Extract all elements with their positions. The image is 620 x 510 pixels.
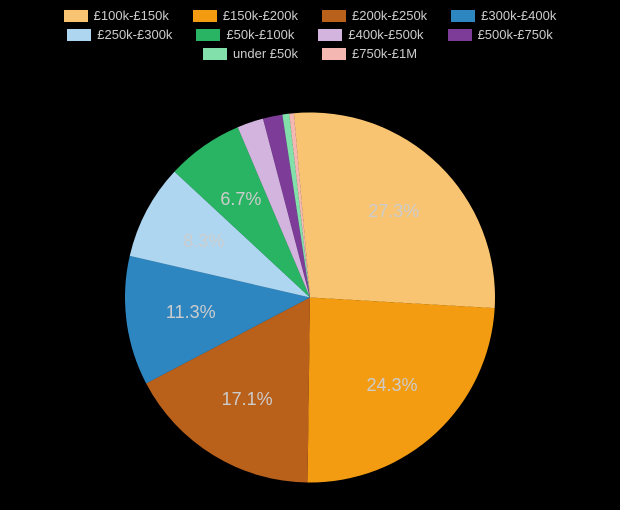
legend-item: £250k-£300k <box>67 27 172 42</box>
legend-label: £100k-£150k <box>94 8 169 23</box>
legend-label: £250k-£300k <box>97 27 172 42</box>
legend-swatch <box>322 48 346 60</box>
legend-label: £300k-£400k <box>481 8 556 23</box>
pie-slice <box>294 113 495 309</box>
legend-label: £400k-£500k <box>348 27 423 42</box>
legend-label: £150k-£200k <box>223 8 298 23</box>
legend-swatch <box>448 29 472 41</box>
legend-item: £100k-£150k <box>64 8 169 23</box>
legend-item: under £50k <box>203 46 298 61</box>
pie-slice <box>308 298 495 483</box>
legend-item: £200k-£250k <box>322 8 427 23</box>
legend-swatch <box>451 10 475 22</box>
legend-swatch <box>196 29 220 41</box>
legend-label: £750k-£1M <box>352 46 417 61</box>
legend-item: £400k-£500k <box>318 27 423 42</box>
legend-swatch <box>193 10 217 22</box>
legend: £100k-£150k £150k-£200k £200k-£250k £300k-£… <box>0 0 620 61</box>
pie-chart: 27.3%24.3%17.1%11.3%8.3%6.7% <box>125 113 495 488</box>
legend-swatch <box>64 10 88 22</box>
legend-label: under £50k <box>233 46 298 61</box>
legend-swatch <box>322 10 346 22</box>
legend-item: £50k-£100k <box>196 27 294 42</box>
legend-item: £500k-£750k <box>448 27 553 42</box>
legend-item: £300k-£400k <box>451 8 556 23</box>
legend-item: £750k-£1M <box>322 46 417 61</box>
legend-swatch <box>67 29 91 41</box>
pie-svg <box>125 113 495 483</box>
legend-swatch <box>203 48 227 60</box>
legend-label: £500k-£750k <box>478 27 553 42</box>
legend-swatch <box>318 29 342 41</box>
legend-label: £50k-£100k <box>226 27 294 42</box>
legend-item: £150k-£200k <box>193 8 298 23</box>
legend-label: £200k-£250k <box>352 8 427 23</box>
